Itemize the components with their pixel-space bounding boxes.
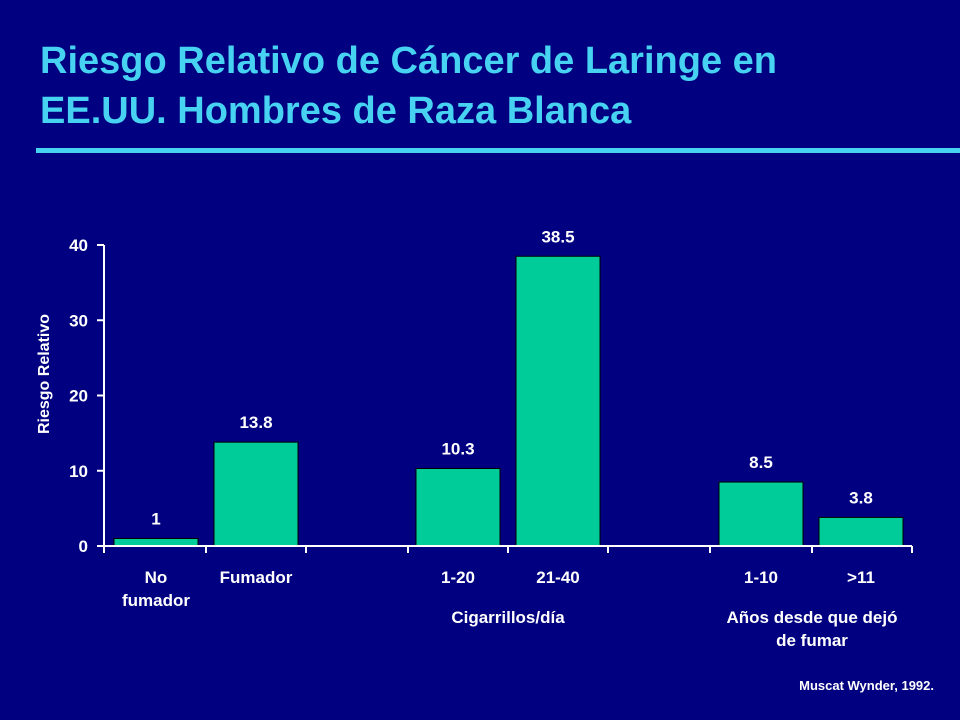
title-line-2: EE.UU. Hombres de Raza Blanca xyxy=(40,90,632,132)
bar xyxy=(515,255,601,547)
y-tick-label: 10 xyxy=(69,462,88,481)
x-tick-label: No xyxy=(145,568,168,587)
data-label: 8.5 xyxy=(749,453,773,472)
source-citation: Muscat Wynder, 1992. xyxy=(799,678,934,693)
bar xyxy=(213,441,299,547)
y-tick-label: 30 xyxy=(69,311,88,330)
x-tick-label: >11 xyxy=(847,568,875,587)
bar xyxy=(415,467,501,547)
data-label: 38.5 xyxy=(541,227,574,246)
x-tick-label: 1-20 xyxy=(441,568,475,587)
title-line-1: Riesgo Relativo de Cáncer de Laringe en xyxy=(40,40,777,82)
data-label: 10.3 xyxy=(441,439,474,458)
x-tick-label: Fumador xyxy=(220,568,293,587)
slide-title: Riesgo Relativo de Cáncer de Laringe en … xyxy=(40,36,940,136)
y-tick-label: 20 xyxy=(69,387,88,406)
group-label: Años desde que dejó xyxy=(727,608,898,627)
data-label: 1 xyxy=(151,509,160,528)
y-axis-label: Riesgo Relativo xyxy=(36,314,53,434)
data-label: 3.8 xyxy=(849,488,873,507)
x-tick-label: fumador xyxy=(122,591,190,610)
y-tick-label: 40 xyxy=(69,236,88,255)
bar xyxy=(718,481,804,547)
bar xyxy=(113,537,199,547)
group-label: Cigarrillos/día xyxy=(451,608,565,627)
y-tick-label: 0 xyxy=(79,537,88,556)
bar xyxy=(818,516,904,547)
data-label: 13.8 xyxy=(239,413,272,432)
x-tick-label: 1-10 xyxy=(744,568,778,587)
x-tick-label: 21-40 xyxy=(536,568,579,587)
group-label: de fumar xyxy=(776,631,848,650)
title-underline xyxy=(36,148,960,153)
